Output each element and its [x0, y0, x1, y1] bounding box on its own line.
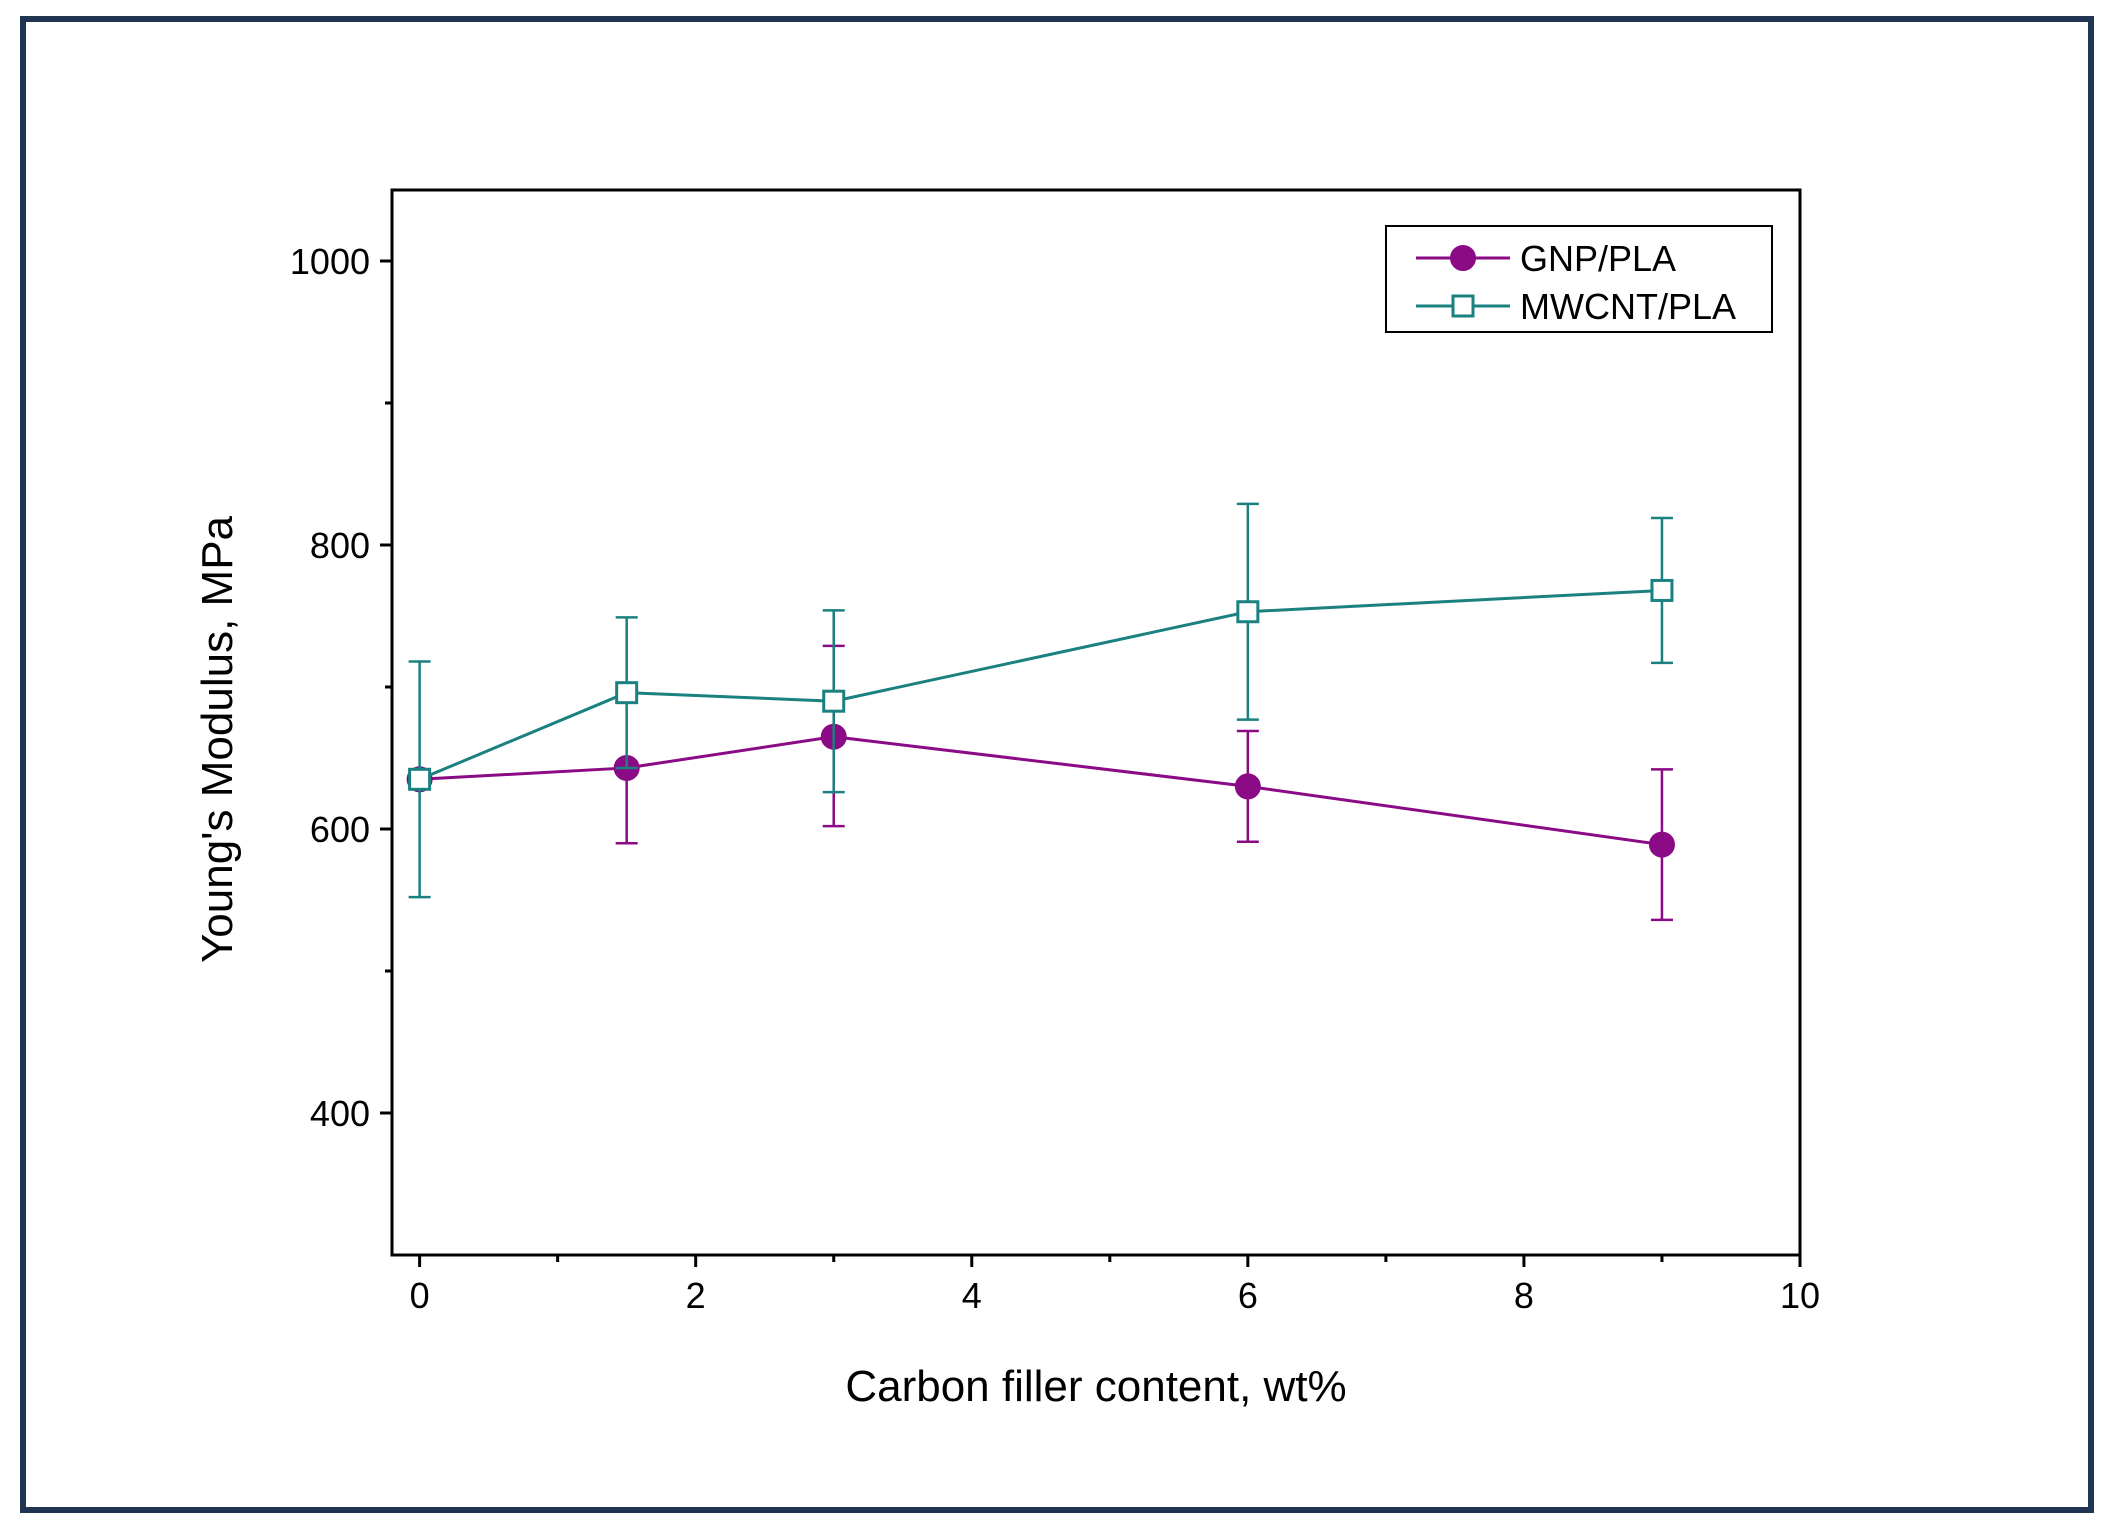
- x-tick-label: 8: [1514, 1275, 1534, 1316]
- series-mwcnt-pla: [408, 502, 1674, 899]
- data-point: [822, 689, 846, 713]
- x-tick-label: 6: [1238, 1275, 1258, 1316]
- data-point: [1650, 578, 1674, 602]
- legend: GNP/PLA MWCNT/PLA: [1385, 225, 1773, 333]
- x-tick-label: 4: [962, 1275, 982, 1316]
- x-axis: 0 2 4 6 8 10: [410, 1255, 1820, 1316]
- legend-label: GNP/PLA: [1520, 238, 1676, 279]
- x-tick-label: 0: [410, 1275, 430, 1316]
- y-tick-label: 800: [310, 525, 370, 566]
- y-axis-title: Young's Modulus, MPa: [193, 515, 242, 963]
- legend-label: MWCNT/PLA: [1520, 286, 1736, 327]
- legend-marker: [1450, 245, 1476, 271]
- data-point: [1648, 831, 1675, 858]
- x-tick-label: 10: [1780, 1275, 1820, 1316]
- plot-border: [390, 188, 1802, 1257]
- plot-background: [392, 190, 1800, 1255]
- y-tick-label: 1000: [290, 241, 370, 282]
- data-point: [615, 681, 639, 705]
- series-layer: [406, 502, 1675, 922]
- legend-item-gnp-pla: GNP/PLA: [1416, 238, 1676, 279]
- legend-box: [1385, 225, 1773, 333]
- y-tick-label: 600: [310, 809, 370, 850]
- plot-area: [390, 188, 1802, 1257]
- x-axis-title: Carbon filler content, wt%: [845, 1362, 1346, 1411]
- x-tick-label: 2: [686, 1275, 706, 1316]
- data-point: [408, 767, 432, 791]
- legend-marker: [1451, 294, 1475, 318]
- y-axis: 400 600 800 1000: [290, 241, 392, 1134]
- data-point: [1236, 600, 1260, 624]
- legend-item-mwcnt-pla: MWCNT/PLA: [1416, 286, 1736, 327]
- data-point: [1234, 773, 1261, 800]
- y-tick-label: 400: [310, 1093, 370, 1134]
